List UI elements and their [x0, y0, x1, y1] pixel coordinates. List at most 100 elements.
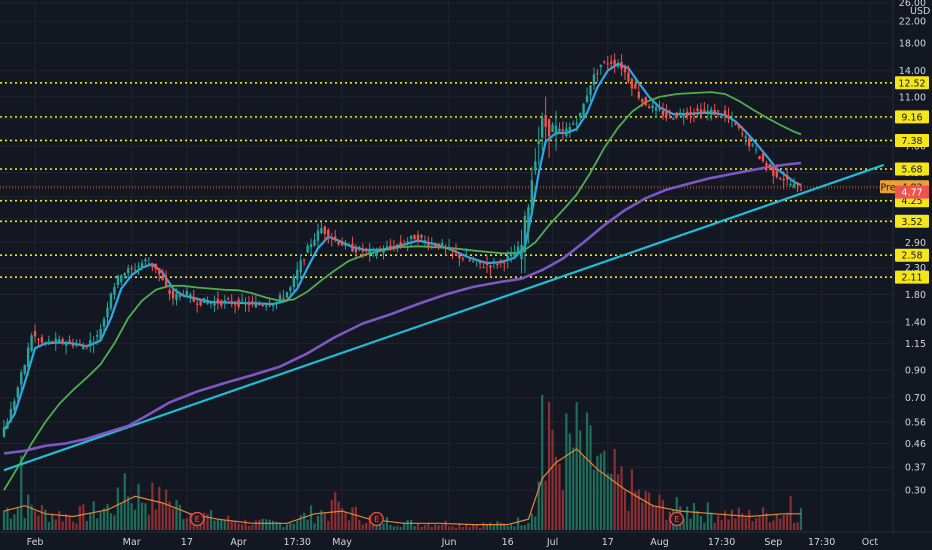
- candle-body: [478, 260, 482, 264]
- volume-bar: [734, 518, 737, 530]
- horizontal-levels[interactable]: [0, 81, 893, 278]
- candle-body: [689, 112, 692, 115]
- volume-bar: [751, 521, 754, 530]
- volume-bar: [741, 513, 744, 530]
- candle-body: [392, 246, 396, 249]
- time-tick-label: 17: [181, 537, 193, 548]
- volume-bar: [33, 511, 37, 530]
- price-tick-label: 1.40: [905, 317, 926, 328]
- candle-body: [161, 275, 164, 281]
- candle-body: [558, 128, 561, 132]
- candle-body: [89, 340, 92, 345]
- volume-bar: [206, 514, 209, 530]
- volume-bar: [682, 518, 685, 530]
- candle-body: [582, 103, 585, 118]
- time-tick-label: Oct: [862, 537, 879, 548]
- volume-bar: [441, 524, 444, 530]
- volume-bar: [720, 519, 723, 530]
- earnings-marker[interactable]: [669, 511, 684, 527]
- volume-bar: [510, 524, 513, 530]
- candle-body: [2, 427, 6, 437]
- candle-body: [734, 123, 737, 125]
- candle-body: [572, 123, 575, 125]
- candle-body: [58, 339, 61, 343]
- time-axis-panel[interactable]: [0, 532, 932, 550]
- candle-body: [375, 252, 378, 256]
- volume-bar: [572, 447, 575, 530]
- candle-body: [661, 110, 665, 116]
- volume-bar: [192, 521, 195, 530]
- volume-bar: [496, 521, 499, 530]
- candle-body: [178, 292, 182, 297]
- candle-body: [64, 343, 68, 346]
- candle-body: [292, 277, 295, 287]
- candle-body: [647, 106, 651, 109]
- volume-bar: [385, 517, 389, 530]
- price-tick-label: 22.00: [899, 17, 926, 28]
- candle-body: [492, 261, 496, 263]
- candle-body: [227, 298, 230, 300]
- candle-body: [523, 215, 527, 253]
- price-tick-label: 2.90: [905, 238, 926, 249]
- candle-body: [710, 109, 713, 115]
- volume-bar: [658, 494, 661, 530]
- candle-body: [109, 293, 113, 309]
- volume-bar: [686, 506, 689, 530]
- volume-bar: [617, 474, 620, 530]
- volume-bar: [40, 505, 44, 530]
- candle-body: [782, 179, 785, 181]
- candle-body: [489, 265, 492, 268]
- candle-body: [16, 387, 19, 398]
- price-tick-label: 1.15: [905, 339, 926, 350]
- volume-bar: [430, 526, 433, 530]
- candle-body: [789, 184, 792, 186]
- candle-body: [54, 338, 57, 343]
- candle-body: [9, 409, 13, 423]
- currency-label: USD: [910, 6, 930, 17]
- candle-body: [706, 110, 709, 113]
- volume-bar: [327, 520, 330, 530]
- time-tick-label: 17: [602, 537, 614, 548]
- candle-body: [230, 300, 233, 305]
- volume-bar: [434, 524, 437, 530]
- volume-bar: [485, 524, 489, 530]
- candle-body: [568, 127, 571, 134]
- earnings-marker[interactable]: [369, 511, 384, 527]
- candle-body: [365, 248, 368, 250]
- candle-body: [258, 304, 261, 306]
- candle-body: [716, 110, 720, 112]
- volume-bar: [506, 525, 509, 530]
- candle-body: [713, 109, 716, 116]
- candle-body: [499, 260, 502, 262]
- volume-bar: [444, 520, 447, 530]
- time-tick-label: Jun: [441, 537, 457, 548]
- volume-bar: [165, 489, 168, 530]
- candle-body: [699, 109, 703, 116]
- volume-bar: [96, 518, 99, 530]
- volume-bar: [130, 503, 133, 530]
- candle-body: [589, 85, 592, 96]
- candle-body: [120, 275, 123, 283]
- candle-body: [447, 246, 451, 249]
- volume-bar: [227, 515, 230, 530]
- earnings-marker[interactable]: [190, 511, 205, 527]
- trendline-segment[interactable]: [3, 163, 885, 472]
- candle-body: [423, 240, 427, 242]
- candle-body: [171, 290, 175, 299]
- candle-body: [385, 246, 389, 248]
- volume-bar: [196, 523, 199, 530]
- candle-body: [551, 124, 554, 132]
- level-badge: [895, 162, 929, 176]
- candle-body: [475, 259, 478, 261]
- candle-body: [472, 260, 475, 262]
- candle-body: [140, 263, 144, 269]
- level-badge-label: 2.58: [901, 251, 922, 262]
- candle-body: [561, 129, 565, 132]
- candle-body: [565, 128, 568, 137]
- candle-body: [651, 105, 654, 109]
- candle-body: [599, 64, 603, 68]
- trendline[interactable]: [3, 163, 885, 472]
- volume-bar: [147, 514, 150, 530]
